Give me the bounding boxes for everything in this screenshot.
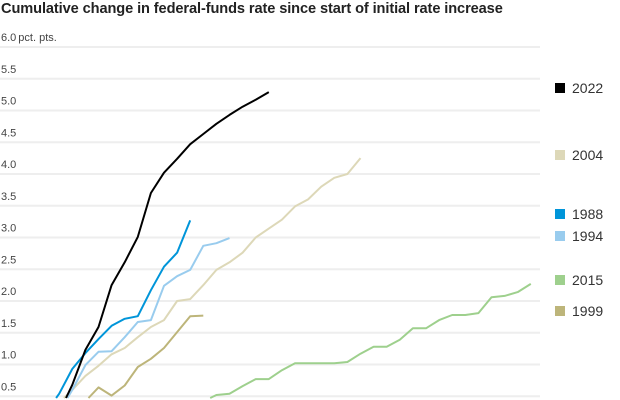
series-line-1988 (55, 220, 192, 399)
y-tick-label: 4.5 (1, 127, 16, 139)
legend-item-1994: 1994 (555, 228, 603, 244)
y-unit-label: pct. pts. (18, 32, 57, 44)
legend-swatch (555, 275, 565, 285)
series-line-2015 (209, 283, 532, 399)
y-tick-label: 5.5 (1, 64, 16, 76)
y-tick-label: 5.0 (1, 96, 16, 108)
series-line-2004 (63, 157, 362, 399)
legend-swatch (555, 150, 565, 160)
legend-label: 1988 (572, 206, 603, 222)
y-tick-label: 2.5 (1, 254, 16, 266)
series-line-1999 (87, 314, 204, 399)
legend-swatch (555, 83, 565, 93)
legend-label: 2015 (572, 272, 603, 288)
y-tick-label: 6.0 pct. pts. (1, 32, 57, 44)
y-tick-label: 1.5 (1, 318, 16, 330)
y-tick-label: 0.5 (1, 381, 16, 393)
series-line-2022 (65, 91, 270, 399)
series-lines (55, 91, 532, 399)
legend-item-2004: 2004 (555, 147, 603, 163)
y-tick-label: 3.0 (1, 223, 16, 235)
y-tick-label: 3.5 (1, 191, 16, 203)
y-axis-ticks: 6.0 pct. pts. 5.5 5.0 4.5 4.0 3.5 3.0 2.5 2.0 1.5 1… (1, 32, 57, 393)
y-tick-label: 1.0 (1, 350, 16, 362)
legend-swatch (555, 231, 565, 241)
legend-label: 1994 (572, 228, 603, 244)
legend: 2022 2004 1988 1994 2015 1999 (555, 80, 603, 319)
legend-item-1988: 1988 (555, 206, 603, 222)
y-tick-label: 2.0 (1, 286, 16, 298)
y-tick-label: 4.0 (1, 159, 16, 171)
chart-title: Cumulative change in federal-funds rate … (1, 1, 503, 17)
legend-label: 2004 (572, 147, 603, 163)
legend-swatch (555, 306, 565, 316)
legend-label: 1999 (572, 303, 603, 319)
gridlines (0, 46, 540, 398)
legend-item-2015: 2015 (555, 272, 603, 288)
legend-swatch (555, 209, 565, 219)
legend-item-2022: 2022 (555, 80, 603, 96)
series-line-1994 (66, 237, 230, 399)
legend-item-1999: 1999 (555, 303, 603, 319)
legend-label: 2022 (572, 80, 603, 96)
